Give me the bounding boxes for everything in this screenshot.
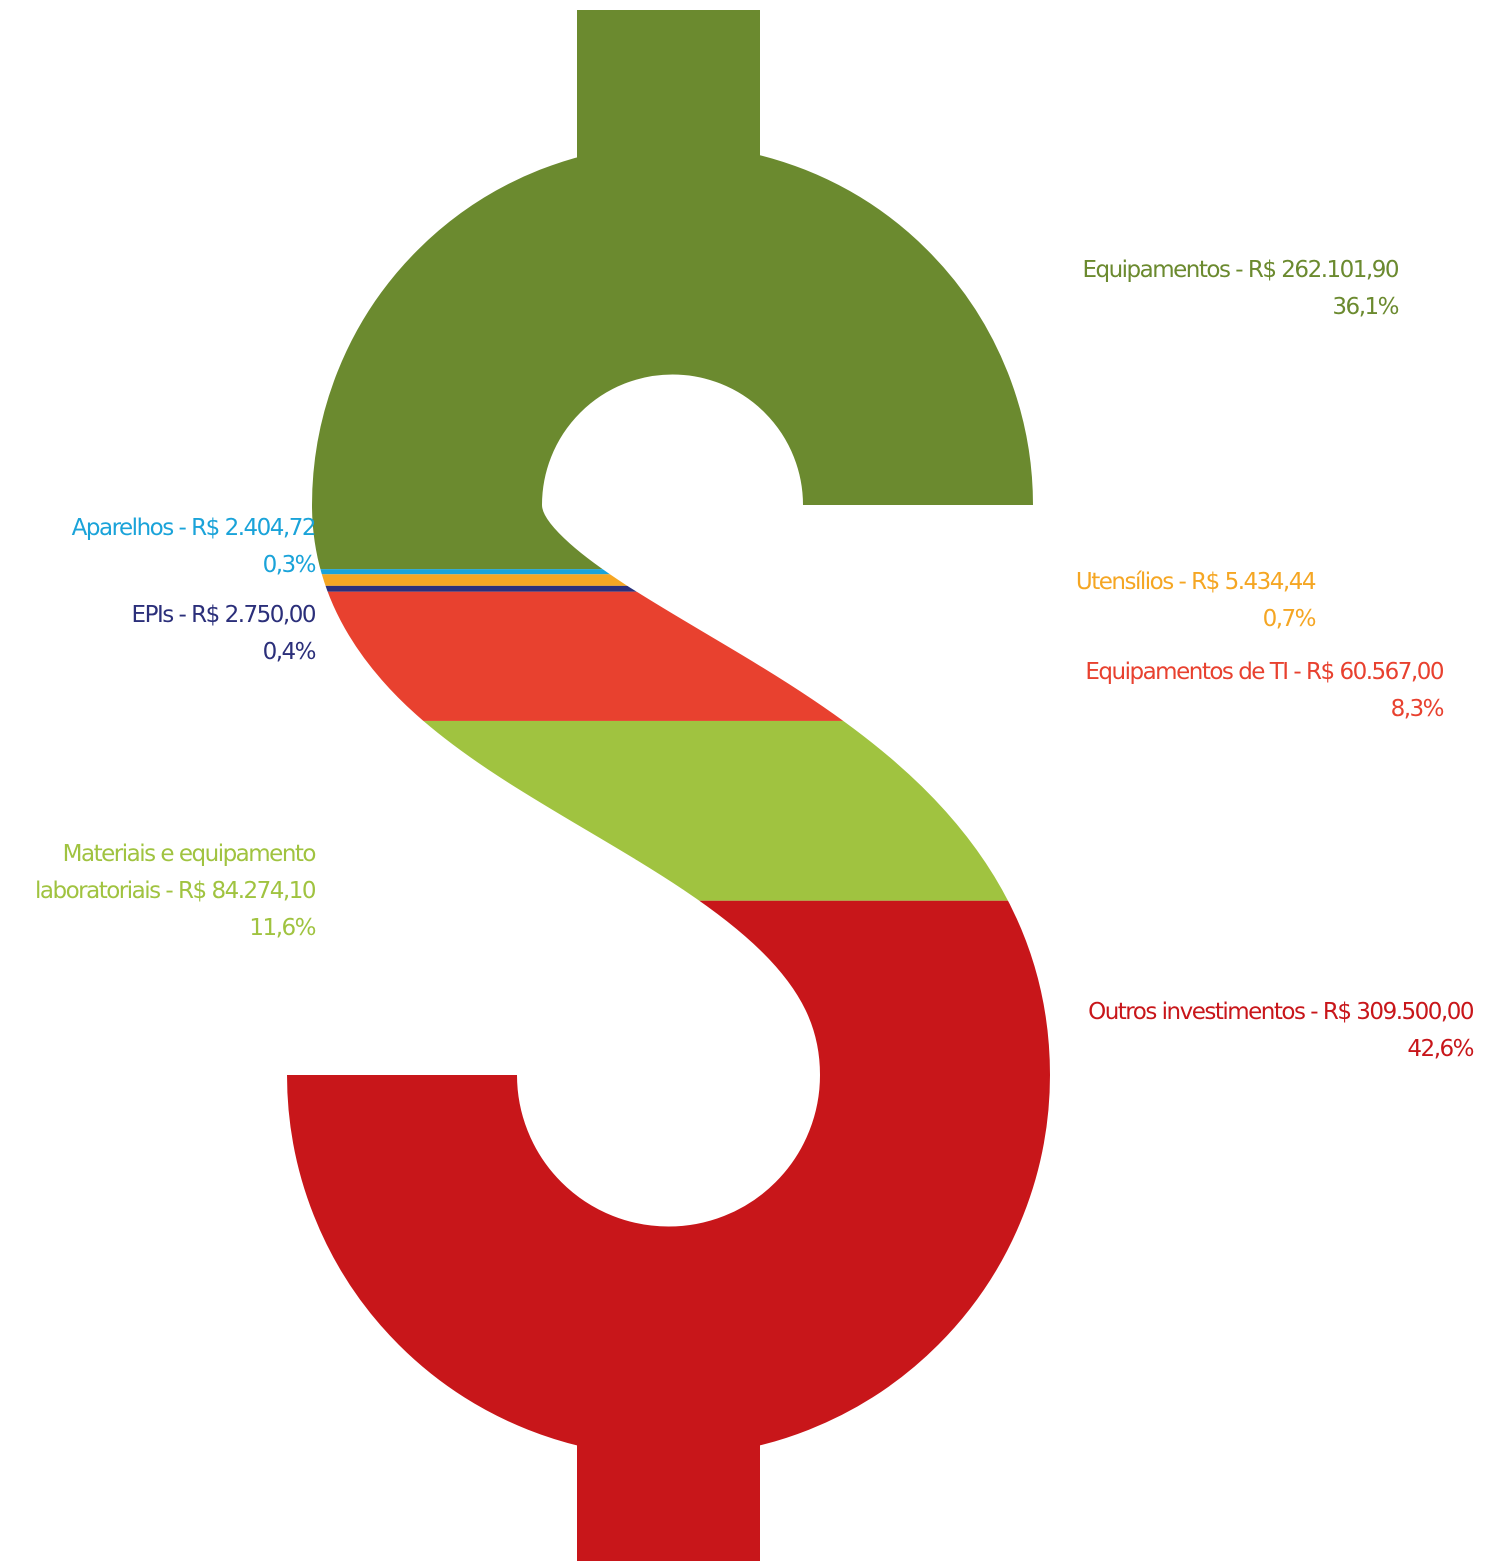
data-label: EPIs - R$ 2.750,00 0,4% <box>15 597 317 671</box>
data-label: Equipamentos - R$ 262.101,90 36,1% <box>978 252 1400 326</box>
band <box>0 585 1493 592</box>
percent-label: 0,4% <box>262 639 317 665</box>
separator: - <box>172 602 192 628</box>
separator: - <box>1172 569 1192 595</box>
value-label: R$ 2.404,72 <box>191 515 316 541</box>
band <box>0 10 1493 570</box>
percent-label: 42,6% <box>1407 1036 1474 1062</box>
percent-label: 11,6% <box>249 915 316 941</box>
category-label: Materiais e equipamento laboratoriais <box>34 841 317 904</box>
band <box>0 574 1493 586</box>
percent-label: 8,3% <box>1390 696 1445 722</box>
value-label: R$ 262.101,90 <box>1247 257 1400 283</box>
band <box>0 720 1493 901</box>
data-label: Aparelhos - R$ 2.404,72 0,3% <box>0 510 317 584</box>
category-label: Utensílios <box>1075 569 1174 595</box>
separator: - <box>1229 257 1248 283</box>
value-label: R$ 84.274,10 <box>178 878 316 904</box>
data-label: Materiais e equipamento laboratoriais - … <box>0 836 317 947</box>
data-label: Utensílios - R$ 5.434,44 0,7% <box>1015 564 1317 638</box>
category-label: Aparelhos <box>71 515 175 541</box>
value-label: R$ 309.500,00 <box>1322 999 1475 1025</box>
separator: - <box>159 878 179 904</box>
band <box>0 900 1493 1561</box>
dollar-shape <box>0 10 1493 1561</box>
category-label: Equipamentos de TI <box>1085 659 1289 685</box>
percent-label: 36,1% <box>1332 294 1399 320</box>
category-label: Equipamentos <box>1082 257 1231 283</box>
category-label: EPIs <box>131 602 175 628</box>
value-label: R$ 2.750,00 <box>191 602 316 628</box>
band <box>0 591 1493 721</box>
separator: - <box>172 515 192 541</box>
percent-label: 0,7% <box>1262 606 1317 632</box>
percent-label: 0,3% <box>262 552 317 578</box>
data-label: Equipamentos de TI - R$ 60.567,00 8,3% <box>1023 654 1445 728</box>
separator: - <box>1287 659 1307 685</box>
data-label: Outros investimentos - R$ 309.500,00 42,6… <box>1033 994 1475 1068</box>
value-label: R$ 60.567,00 <box>1306 659 1444 685</box>
separator: - <box>1304 999 1323 1025</box>
band <box>0 569 1493 575</box>
value-label: R$ 5.434,44 <box>1191 569 1316 595</box>
category-label: Outros investimentos <box>1088 999 1306 1025</box>
